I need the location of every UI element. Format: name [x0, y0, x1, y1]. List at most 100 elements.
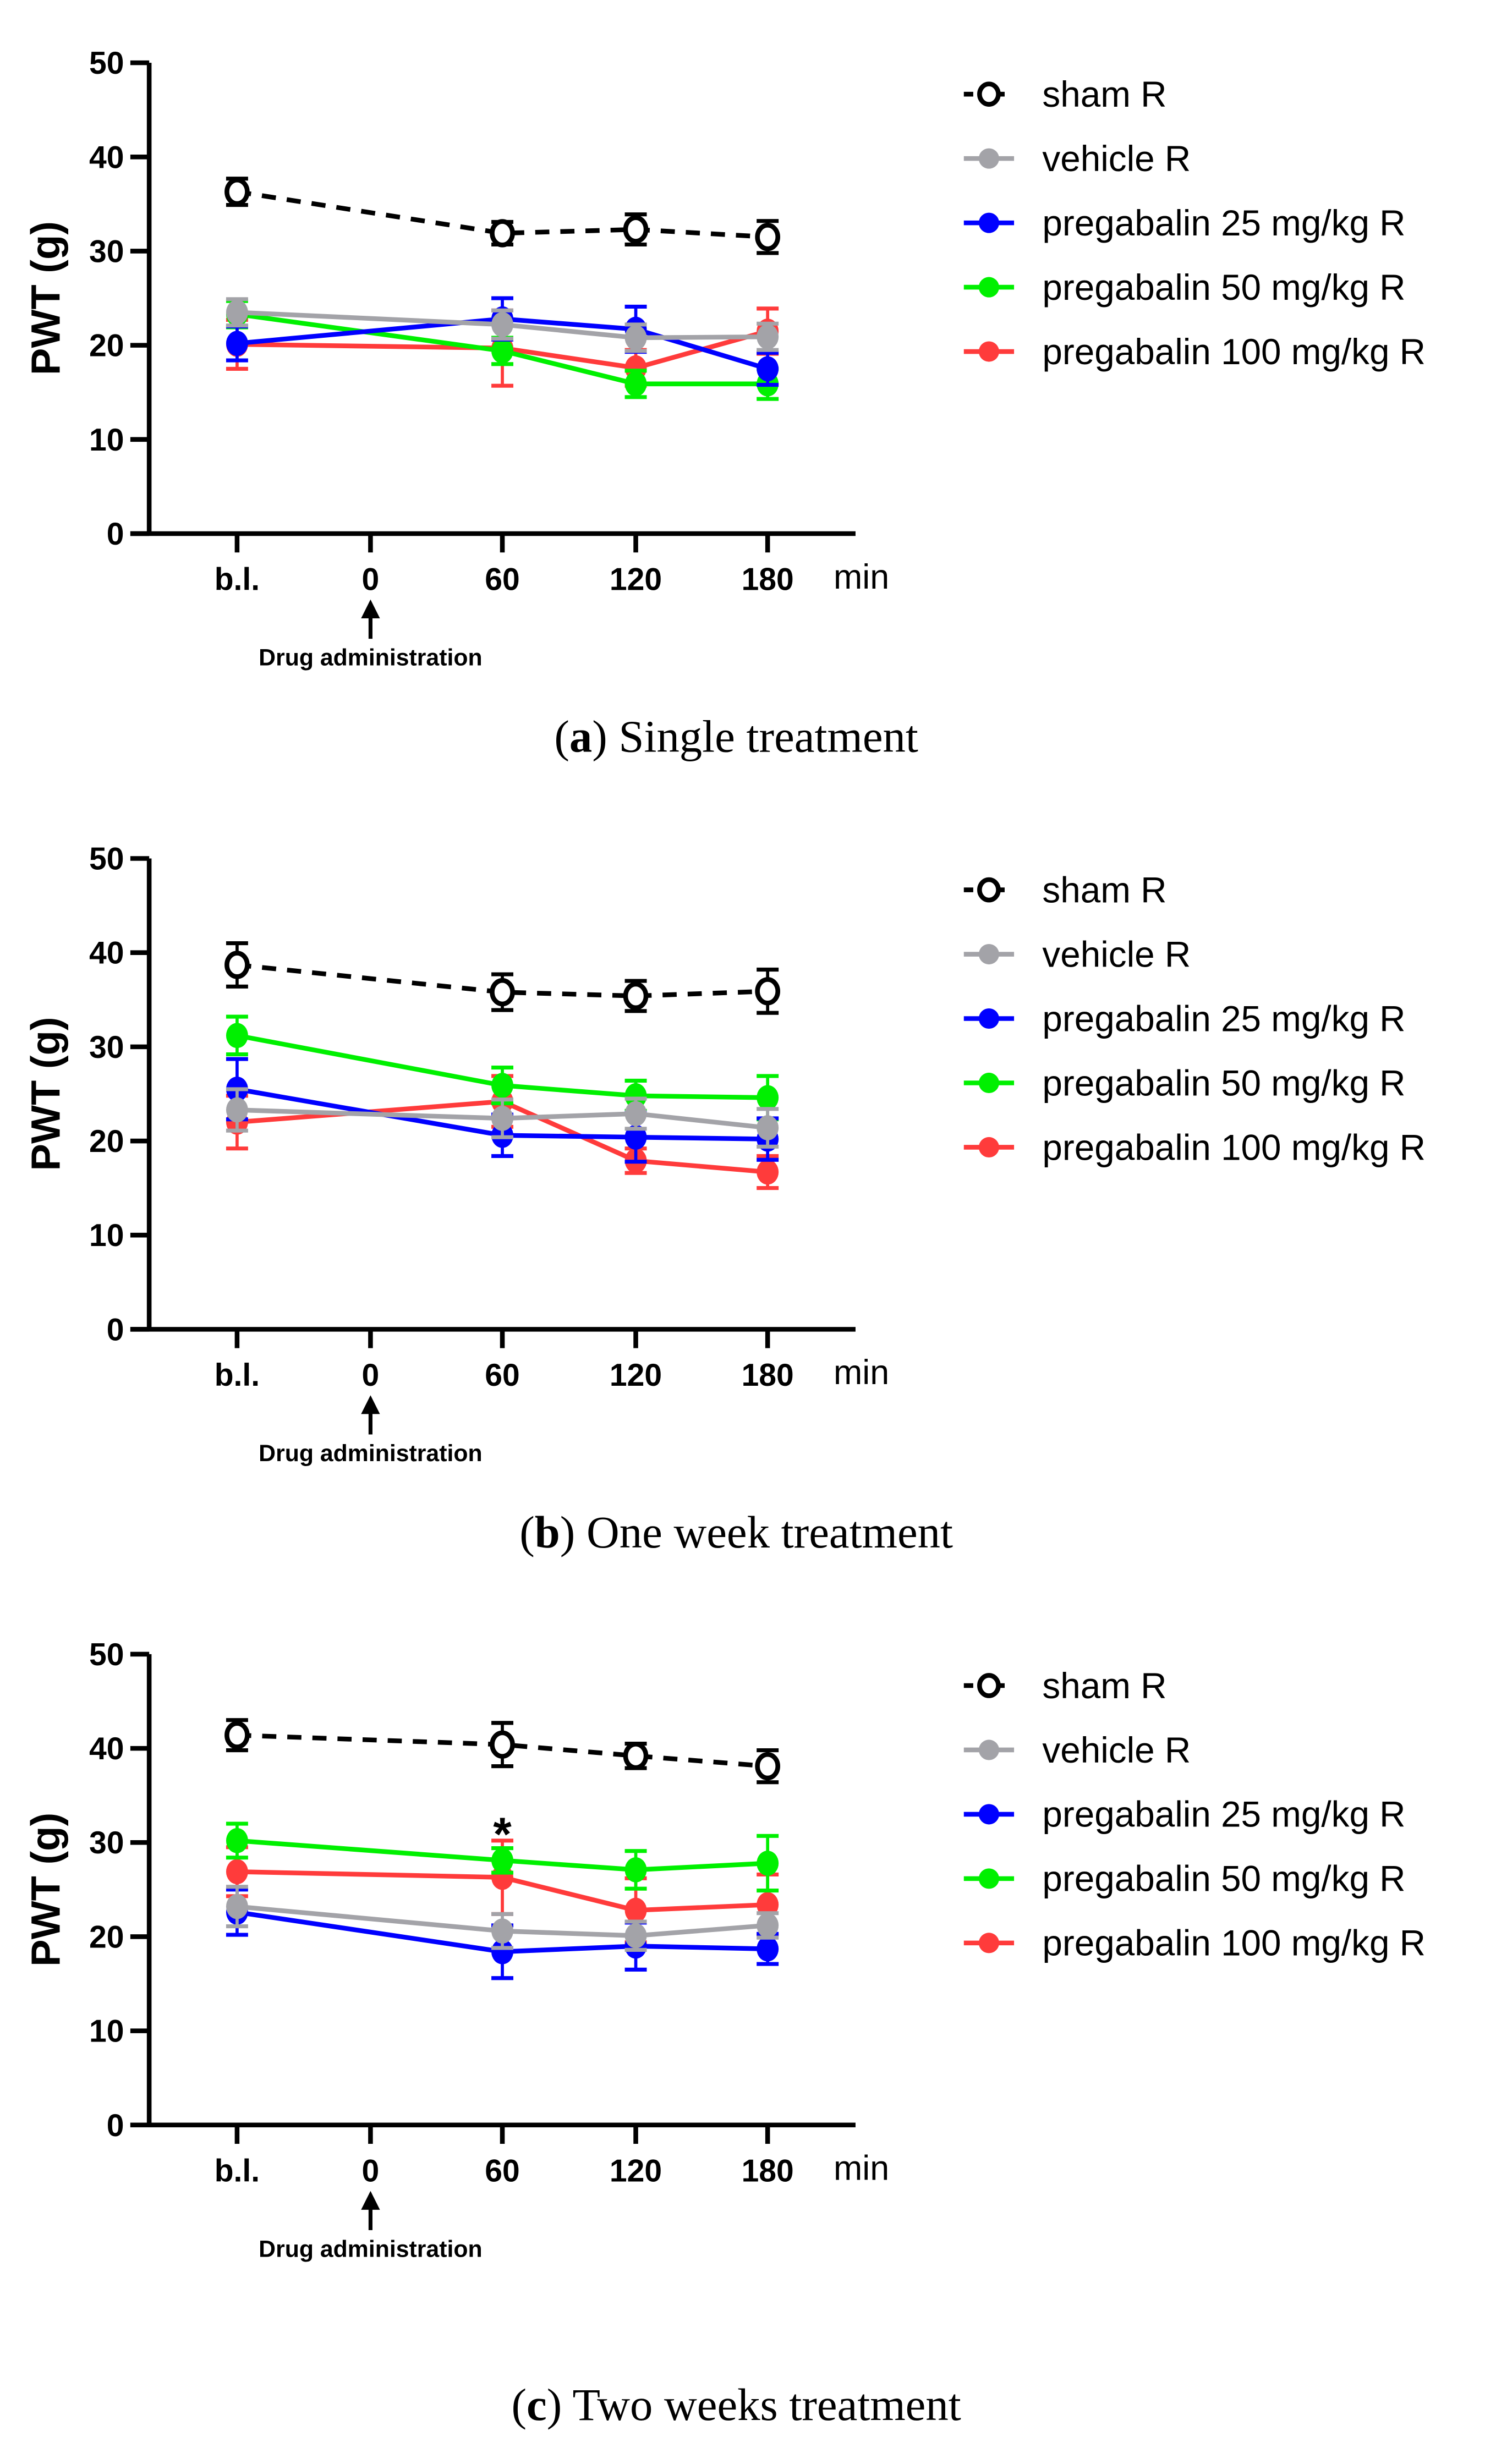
x-tick-label: 0	[362, 562, 380, 597]
y-axis-label: PWT (g)	[23, 221, 69, 375]
legend-label: pregabalin 50 mg/kg R	[1042, 267, 1405, 308]
y-tick-label: 20	[89, 328, 124, 364]
x-tick-label: 120	[610, 562, 662, 597]
data-point	[491, 1073, 514, 1098]
series-line	[237, 189, 768, 240]
x-tick-label: 120	[610, 1358, 662, 1393]
chart-a: 0 10 20 30 40 50 b.l. 0 60 120 180 min PWT (g) Drug a…	[23, 46, 1426, 761]
drug-administration-label: Drug administration	[259, 645, 482, 671]
legend-item: sham R	[963, 870, 1166, 910]
data-point	[624, 1857, 647, 1883]
series-line	[237, 1838, 768, 1873]
y-tick-label: 10	[89, 1218, 124, 1253]
legend-marker	[977, 1673, 1001, 1698]
data-point	[755, 977, 780, 1006]
x-tick-label: b.l.	[215, 562, 260, 597]
series-vehicle-r	[226, 297, 779, 353]
y-tick-label: 40	[89, 936, 124, 971]
series-sham-r	[224, 1718, 780, 1785]
legend-item: pregabalin 50 mg/kg R	[963, 1063, 1406, 1103]
y-tick-label: 0	[107, 1312, 124, 1347]
legend-item: vehicle R	[963, 934, 1191, 974]
arrow-up-icon	[361, 1395, 380, 1414]
legend-marker	[978, 1804, 999, 1825]
x-tick-label: 180	[742, 562, 794, 597]
legend-label: sham R	[1042, 1666, 1166, 1706]
y-tick-label: 20	[89, 1919, 124, 1955]
arrow-up-icon	[361, 599, 380, 619]
legend-item: pregabalin 25 mg/kg R	[963, 1795, 1406, 1835]
data-point	[226, 1859, 248, 1885]
series-line	[237, 316, 769, 371]
data-point	[624, 1124, 647, 1150]
legend-label: pregabalin 25 mg/kg R	[1042, 203, 1405, 243]
data-point	[226, 331, 248, 356]
x-axis-unit: min	[834, 2149, 889, 2188]
data-point	[757, 1851, 779, 1876]
y-tick-label: 50	[89, 1637, 124, 1672]
series-line	[237, 1909, 768, 1955]
legend-label: pregabalin 25 mg/kg R	[1042, 998, 1405, 1039]
legend-item: pregabalin 25 mg/kg R	[963, 203, 1406, 243]
data-point	[491, 338, 514, 364]
legend-item: sham R	[963, 1666, 1166, 1706]
legend-marker	[978, 1072, 999, 1094]
y-axis-label: PWT (g)	[23, 1017, 69, 1171]
series-line	[237, 1732, 768, 1769]
data-point	[490, 978, 515, 1007]
y-tick-label: 0	[107, 517, 124, 552]
legend-item: pregabalin 25 mg/kg R	[963, 998, 1406, 1039]
legend-item: pregabalin 100 mg/kg R	[963, 1127, 1426, 1167]
x-tick-label: 180	[742, 1358, 794, 1393]
legend-marker	[978, 148, 999, 169]
series-line	[237, 310, 768, 341]
legend-item: pregabalin 100 mg/kg R	[963, 1923, 1426, 1963]
legend-marker	[978, 1868, 999, 1889]
y-tick-label: 30	[89, 234, 124, 269]
legend-item: sham R	[963, 74, 1166, 114]
chart-caption: (b) One week treatment	[519, 1507, 953, 1557]
series-vehicle-r	[226, 1885, 779, 1952]
data-point	[490, 1730, 515, 1759]
legend-label: vehicle R	[1042, 139, 1191, 179]
data-point	[624, 325, 647, 350]
x-axis-unit: min	[834, 558, 889, 596]
legend-marker	[977, 877, 1001, 903]
y-tick-label: 30	[89, 1825, 124, 1861]
drug-administration-label: Drug administration	[259, 2236, 482, 2262]
chart-caption: (c) Two weeks treatment	[511, 2379, 961, 2430]
data-point	[624, 1101, 647, 1127]
legend-label: pregabalin 100 mg/kg R	[1042, 332, 1426, 372]
significance-marker: *	[493, 1809, 512, 1861]
drug-administration-label: Drug administration	[259, 1440, 482, 1467]
data-point	[491, 1106, 514, 1131]
chart-c: 0 10 20 30 40 50 b.l. 0 60 120 180 min PWT (g) Drug a…	[23, 1637, 1426, 2430]
series-line	[237, 962, 768, 998]
data-point	[491, 1939, 514, 1964]
data-point	[623, 1742, 649, 1770]
data-point	[755, 223, 780, 251]
legend-label: pregabalin 50 mg/kg R	[1042, 1063, 1405, 1103]
x-tick-label: 60	[485, 562, 519, 597]
data-point	[224, 177, 250, 206]
legend-item: pregabalin 50 mg/kg R	[963, 267, 1406, 308]
data-point	[624, 1923, 647, 1949]
data-point	[226, 1828, 248, 1853]
legend-marker	[978, 1008, 999, 1029]
y-tick-label: 40	[89, 1731, 124, 1766]
x-tick-label: 60	[485, 1358, 519, 1393]
legend-label: sham R	[1042, 870, 1166, 910]
data-point	[624, 371, 647, 397]
data-point	[755, 1752, 780, 1781]
data-point	[224, 1721, 250, 1749]
x-tick-label: 0	[362, 1358, 380, 1393]
chart-caption: (a) Single treatment	[554, 711, 918, 762]
data-point	[623, 215, 649, 244]
x-tick-label: 60	[485, 2153, 519, 2188]
series-pregabalin-50-mg-kg-r	[226, 1014, 779, 1122]
legend-label: pregabalin 100 mg/kg R	[1042, 1923, 1426, 1963]
arrow-up-icon	[361, 2191, 380, 2210]
data-point	[757, 1115, 779, 1140]
data-point	[624, 1083, 647, 1108]
x-tick-label: 120	[610, 2153, 662, 2188]
